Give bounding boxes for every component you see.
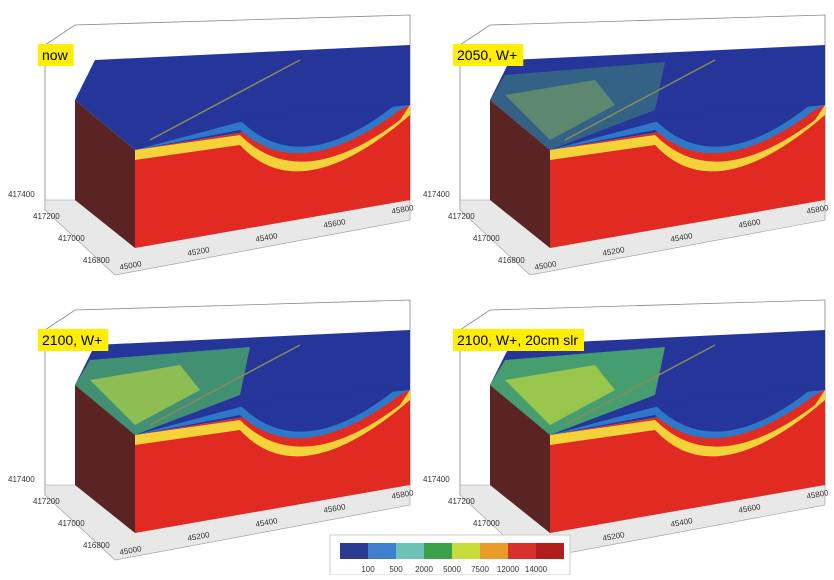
panel: 2100, W+, 20cm slr4174004172004170004168… [423, 299, 830, 561]
y-tick-label: 416800 [83, 256, 110, 265]
colorbar-label: 2000 [415, 565, 433, 574]
panel-label-bg [453, 44, 524, 66]
colorbar-swatch [508, 543, 536, 559]
fault-line [149, 59, 301, 141]
panel-label: 2100, W+ [42, 332, 102, 348]
x-tick-label: 45400 [670, 516, 694, 529]
left-face [490, 385, 550, 533]
x-tick-label: 45600 [323, 502, 347, 515]
x-tick-label: 45400 [670, 231, 694, 244]
colorbar-swatch [452, 543, 480, 559]
y-tick-label: 417400 [423, 475, 450, 484]
front-bands [655, 389, 825, 432]
colorbar-swatch [480, 543, 508, 559]
left-face [75, 100, 135, 248]
y-tick-label: 416800 [83, 541, 110, 550]
x-tick-label: 45800 [806, 488, 830, 501]
colorbar-swatch [368, 543, 396, 559]
colorbar-label: 12000 [497, 565, 520, 574]
y-tick-label: 417200 [33, 497, 60, 506]
y-tick-label: 417400 [423, 190, 450, 199]
x-tick-label: 45200 [187, 245, 211, 258]
x-tick-label: 45800 [806, 203, 830, 216]
fault-line [564, 59, 716, 141]
top-surface-zone [490, 62, 665, 150]
top-surface [75, 45, 410, 150]
colorbar-swatch [536, 543, 564, 559]
colorbar-label: 500 [389, 565, 403, 574]
fault-line [564, 344, 716, 426]
y-tick-label: 417400 [8, 475, 35, 484]
x-tick-label: 45600 [738, 502, 762, 515]
front-bands [655, 104, 825, 147]
panel: now 417400 417200 417000 416800 45000 45200 454… [8, 14, 415, 276]
x-tick-label: 45000 [119, 544, 143, 557]
front-bands [135, 390, 410, 457]
colorbar-label: 7500 [471, 565, 489, 574]
y-tick-label: 417200 [33, 212, 60, 221]
x-tick-label: 45800 [391, 488, 415, 501]
front-bands [240, 104, 410, 147]
x-tick-label: 45800 [391, 203, 415, 216]
front-bands [240, 389, 410, 432]
left-face [490, 100, 550, 248]
y-tick-label: 417200 [448, 212, 475, 221]
front-bands [550, 390, 825, 457]
x-tick-label: 45200 [187, 530, 211, 543]
x-tick-label: 45600 [323, 217, 347, 230]
colorbar-swatch [340, 543, 368, 559]
x-tick-label: 45400 [255, 516, 279, 529]
y-tick-label: 417000 [58, 234, 85, 243]
colorbar-label: 14000 [525, 565, 548, 574]
panel-label: 2100, W+, 20cm slr [457, 332, 578, 348]
panel-label: 2050, W+ [457, 47, 517, 63]
panel-label-bg [38, 329, 109, 351]
panel: 2100, W+ 417400 417200 417000 416800 45000 452… [8, 299, 415, 561]
front-bands [135, 105, 410, 172]
y-tick-label: 417000 [58, 519, 85, 528]
x-tick-label: 45200 [602, 245, 626, 258]
top-surface-zone [505, 80, 615, 140]
panel-label: now [42, 47, 69, 63]
x-tick-label: 45000 [119, 259, 143, 272]
x-tick-label: 45600 [738, 217, 762, 230]
front-bands [550, 105, 825, 172]
top-surface-zone [505, 365, 615, 425]
left-face [75, 385, 135, 533]
colorbar-label: 100 [361, 565, 375, 574]
panel-label-bg [38, 44, 74, 66]
colorbar-label: 5000 [443, 565, 461, 574]
y-tick-label: 417400 [8, 190, 35, 199]
y-tick-label: 417000 [473, 519, 500, 528]
top-surface-zone [90, 365, 200, 425]
x-tick-label: 45200 [602, 530, 626, 543]
y-tick-label: 417000 [473, 234, 500, 243]
y-tick-label: 416800 [498, 256, 525, 265]
colorbar-swatch [396, 543, 424, 559]
x-tick-label: 45400 [255, 231, 279, 244]
x-tick-label: 45000 [534, 259, 558, 272]
y-tick-label: 417200 [448, 497, 475, 506]
colorbar-swatch [424, 543, 452, 559]
top-surface [490, 45, 825, 150]
panel-label-bg [453, 329, 584, 351]
fault-line [149, 344, 301, 426]
panel: 2050, W+ 417400 417200 417000 416800 45000 452… [423, 14, 830, 276]
